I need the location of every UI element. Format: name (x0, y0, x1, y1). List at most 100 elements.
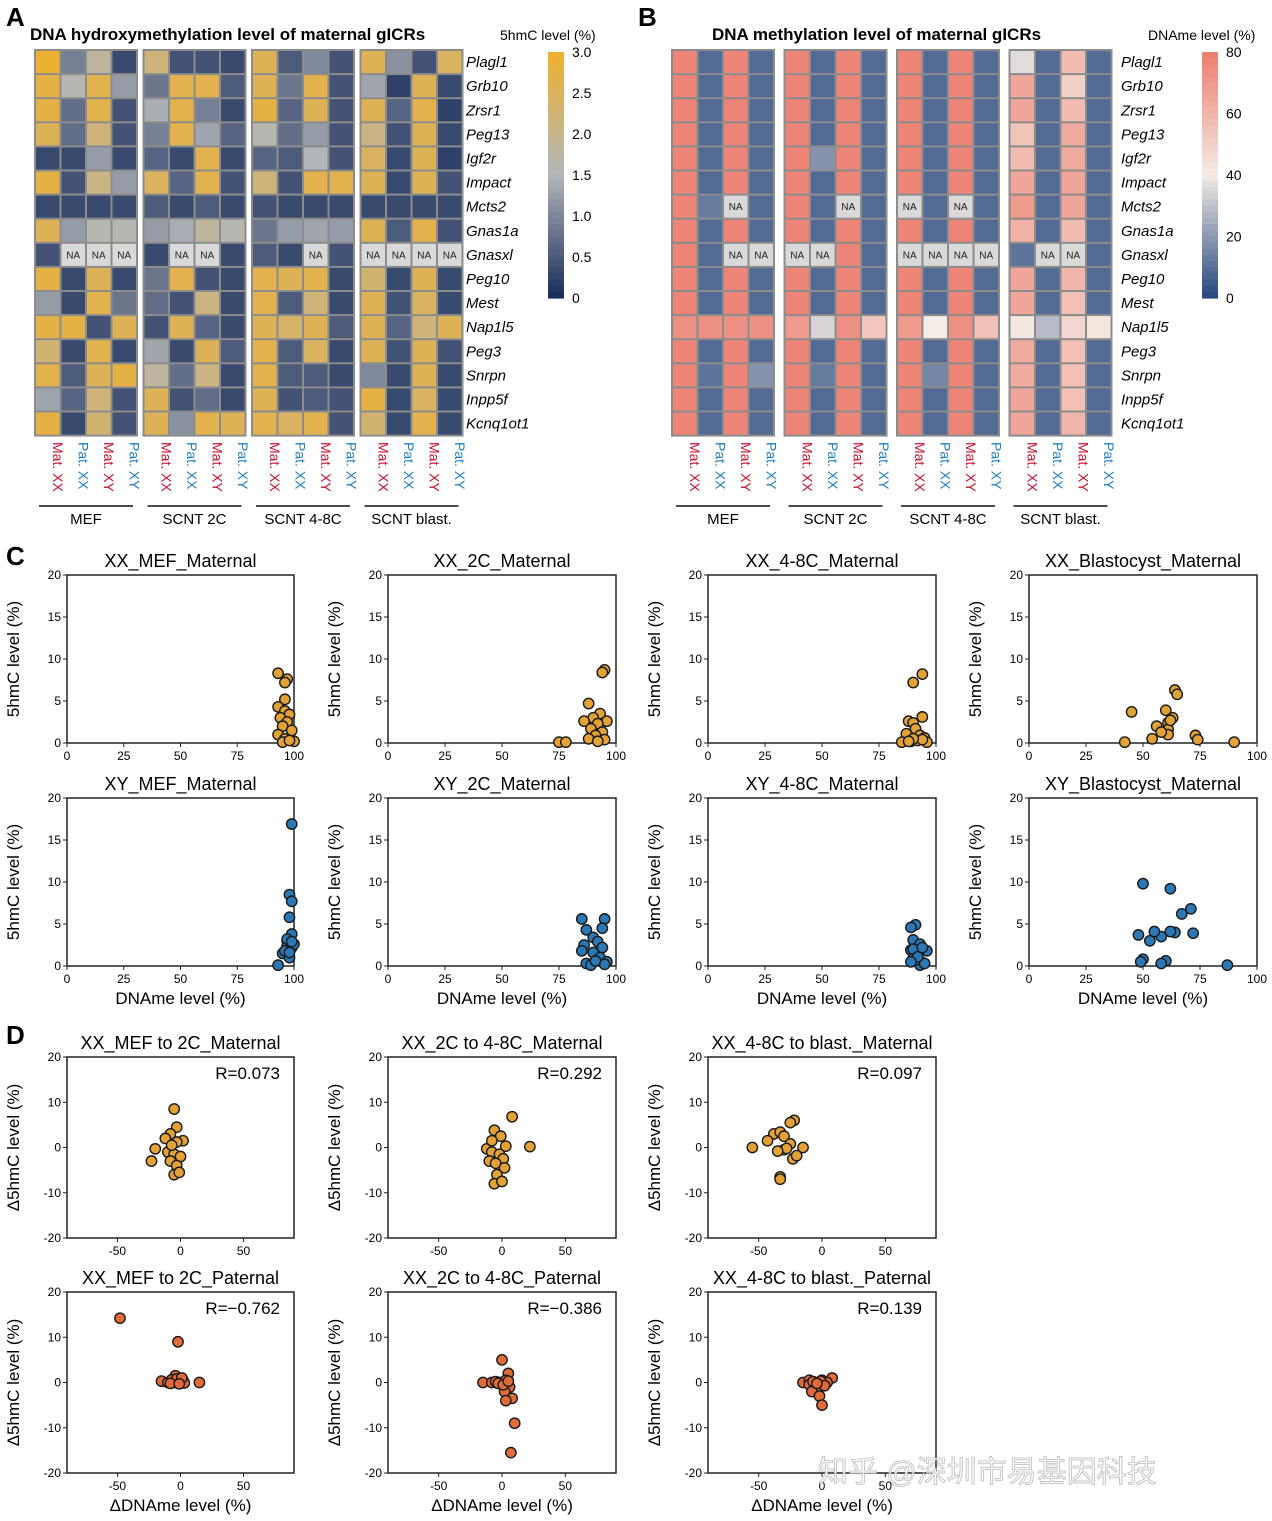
x-tick-label: 75 (231, 972, 245, 986)
heatmap-cell (785, 99, 809, 122)
x-axis-label: ΔDNAme level (%) (110, 1496, 252, 1515)
heatmap-cell (785, 267, 809, 290)
y-tick-label: 5 (695, 917, 702, 931)
heatmap-cell (898, 147, 922, 170)
heatmap-cell (1036, 147, 1060, 170)
heatmap-cell (253, 171, 277, 194)
heatmap-cell (278, 171, 302, 194)
heatmap-cell (724, 340, 748, 363)
x-tick-label: 100 (1247, 972, 1267, 986)
legend-swatch (548, 181, 564, 188)
column-label: Pat. XY (763, 442, 779, 490)
heatmap-cell (1061, 51, 1085, 74)
data-point (580, 923, 593, 936)
heatmap-cell (785, 364, 809, 387)
heatmap-cell (724, 267, 748, 290)
legend-swatch (548, 187, 564, 195)
heatmap-cell (253, 147, 277, 170)
heatmap-cell (898, 75, 922, 98)
correlation-label: R=0.073 (215, 1064, 280, 1083)
legend-tick: 60 (1226, 106, 1242, 122)
heatmap-cell (221, 99, 245, 122)
heatmap-cell (1087, 195, 1111, 218)
heatmap-cell (785, 171, 809, 194)
heatmap-cell (836, 267, 860, 290)
y-tick-label: 10 (689, 1330, 703, 1344)
data-point (114, 1312, 126, 1325)
heatmap-cell (412, 147, 436, 170)
y-axis-label: 5hmC level (%) (645, 601, 664, 717)
group-label: SCNT blast. (1020, 511, 1101, 528)
y-axis-label: 5hmC level (%) (966, 824, 985, 940)
gene-label: Zrsr1 (465, 102, 501, 119)
na-label: NA (729, 250, 743, 261)
heatmap-cell (253, 219, 277, 242)
heatmap-cell (87, 364, 111, 387)
heatmap-cell (438, 219, 462, 242)
heatmap-cell (195, 171, 219, 194)
group-label: SCNT 2C (804, 511, 868, 528)
y-tick-label: 20 (369, 1050, 383, 1064)
legend-swatch (1202, 279, 1218, 287)
heatmap-cell (438, 123, 462, 146)
legend-swatch (548, 52, 564, 59)
data-point (1191, 733, 1204, 746)
data-point (496, 1353, 508, 1366)
heatmap-cell (724, 219, 748, 242)
heatmap-cell (811, 147, 835, 170)
heatmap-cell (195, 99, 219, 122)
na-label: NA (92, 250, 106, 261)
x-tick-label: 0 (177, 1244, 184, 1258)
gene-label: Peg3 (1121, 343, 1157, 360)
heatmap-cell (749, 75, 773, 98)
legend-swatch (548, 119, 564, 127)
heatmap-cell (898, 171, 922, 194)
heatmap-cell (949, 75, 973, 98)
scatter-plot: XY_2C_Maternal 0 25 50 75 100 0 5 10 15 20 5hmC lev… (325, 774, 626, 1008)
heatmap-cell (61, 267, 85, 290)
heatmap-cell (112, 388, 136, 411)
x-tick-label: 75 (872, 749, 886, 763)
heatmap-cell (438, 51, 462, 74)
heatmap-cell (438, 388, 462, 411)
heatmap-cell (698, 195, 722, 218)
legend-swatch (548, 205, 564, 213)
heatmap-cell (923, 316, 947, 339)
heatmap-cell (144, 316, 168, 339)
x-tick-label: 50 (559, 1244, 573, 1258)
x-tick-label: 0 (177, 1479, 184, 1493)
heatmap-cell (438, 292, 462, 315)
heatmap-cell (785, 388, 809, 411)
y-tick-label: -20 (685, 1231, 703, 1245)
heatmap-cell (898, 123, 922, 146)
heatmap-cell (974, 219, 998, 242)
heatmap-cell (361, 195, 385, 218)
y-tick-label: 5 (695, 694, 702, 708)
heatmap-cell (698, 75, 722, 98)
data-point (790, 1149, 803, 1162)
legend-swatch (1202, 224, 1218, 231)
heatmap-cell (1010, 388, 1034, 411)
heatmap-cell (361, 364, 385, 387)
heatmap-cell (923, 171, 947, 194)
column-label: Pat. XY (1101, 442, 1117, 490)
heatmap-cell (785, 219, 809, 242)
data-point (1143, 934, 1156, 947)
heatmap-cell (36, 388, 60, 411)
heatmap-cell (304, 123, 328, 146)
heatmap-cell (1036, 267, 1060, 290)
legend-swatch (1202, 150, 1218, 158)
y-tick-label: 0 (54, 959, 61, 973)
heatmap-cell (195, 147, 219, 170)
x-tick-label: 100 (926, 749, 946, 763)
plot-frame (387, 574, 617, 744)
data-point (1171, 688, 1184, 701)
heatmap-cell (170, 267, 194, 290)
heatmap-cell (1036, 364, 1060, 387)
heatmap-cell (749, 147, 773, 170)
x-axis-label: DNAme level (%) (115, 989, 245, 1008)
heatmap-cell (438, 412, 462, 435)
na-label: NA (443, 250, 457, 261)
legend-swatch (548, 76, 564, 84)
heatmap-cell (1087, 123, 1111, 146)
